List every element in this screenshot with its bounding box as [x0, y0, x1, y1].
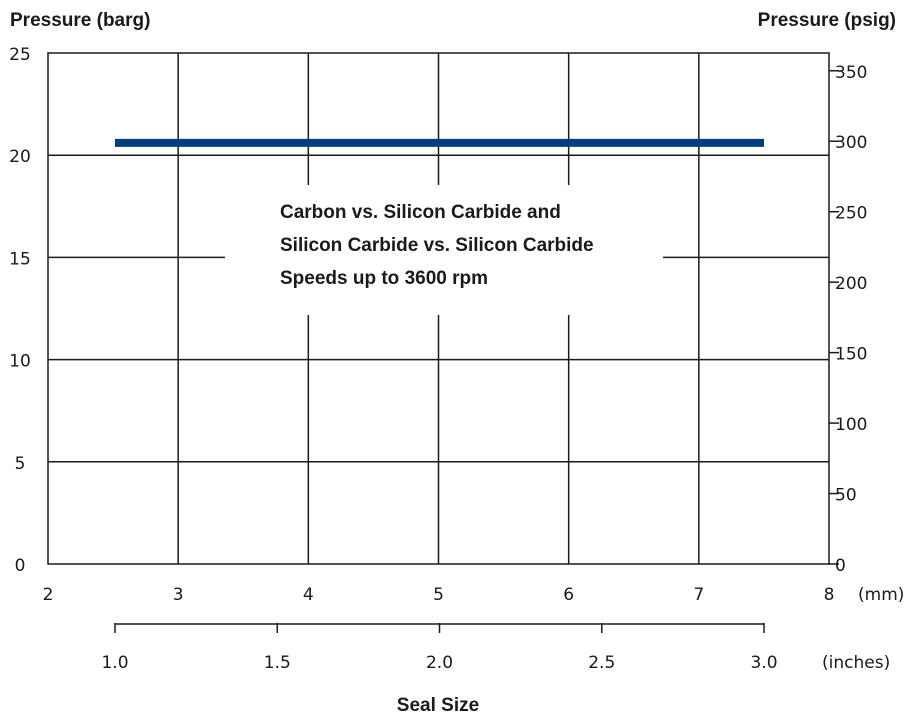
x-mm-tick-label: 5 [433, 585, 444, 605]
y-left-tick-label: 20 [9, 147, 31, 167]
y-left-tick-label: 0 [15, 556, 26, 576]
y-right-tick-label: 250 [835, 204, 867, 224]
annotation-line-3: Speeds up to 3600 rpm [280, 268, 488, 289]
y-right-tick-label: 350 [835, 63, 867, 83]
annotation-line-2: Silicon Carbide vs. Silicon Carbide [280, 235, 594, 256]
x-inch-tick-label: 2.0 [426, 653, 453, 673]
x-mm-unit: (mm) [858, 585, 904, 605]
x-inch-tick-label: 1.5 [264, 653, 291, 673]
plot-frame [47, 52, 830, 565]
annotation-background [225, 185, 663, 315]
y-right-tick-label: 150 [835, 345, 867, 365]
y-right-tick-label: 100 [835, 415, 867, 435]
x-mm-tick-label: 7 [693, 585, 704, 605]
y-right-tick-label: 200 [835, 274, 867, 294]
x-mm-tick-label: 3 [173, 585, 184, 605]
y-left-tick-label: 5 [15, 454, 26, 474]
y-left-tick-label: 25 [9, 45, 31, 65]
y-right-tick-label: 0 [835, 556, 846, 576]
x-inch-tick-label: 2.5 [588, 653, 615, 673]
y-left-tick-label: 15 [9, 249, 31, 269]
x-mm-tick-label: 6 [563, 585, 574, 605]
x-mm-tick-label: 2 [43, 585, 54, 605]
x-inch-tick-label: 1.0 [101, 653, 128, 673]
x-inch-tick-label: 3.0 [750, 653, 777, 673]
y-left-axis-title: Pressure (barg) [10, 10, 150, 31]
y-right-axis-title: Pressure (psig) [758, 10, 896, 31]
y-right-tick-label: 300 [835, 133, 867, 153]
y-left-tick-label: 10 [9, 352, 31, 372]
x-mm-tick-label: 4 [303, 585, 314, 605]
x-inch-unit: (inches) [822, 653, 890, 673]
y-right-tick-label: 50 [835, 486, 857, 506]
annotation-line-1: Carbon vs. Silicon Carbide and [280, 202, 561, 223]
x-mm-tick-label: 8 [824, 585, 835, 605]
x-axis-title: Seal Size [397, 695, 479, 716]
grid-lines [48, 53, 829, 564]
